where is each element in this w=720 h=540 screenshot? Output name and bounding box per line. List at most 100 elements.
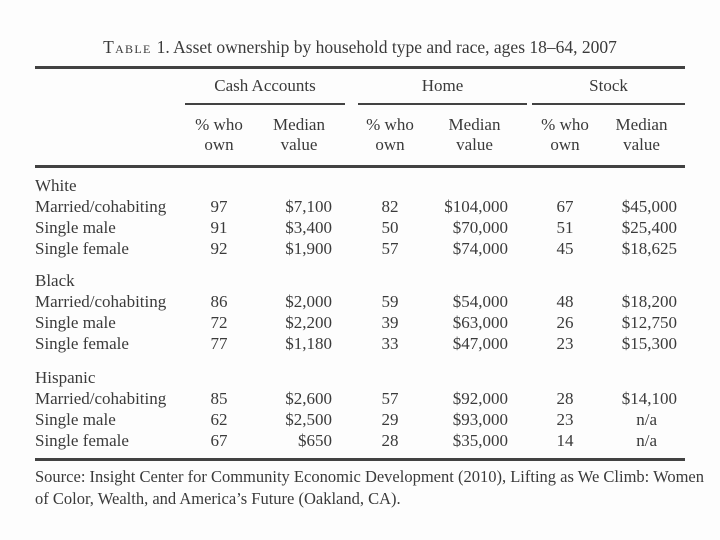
cell-cash-median: $2,200 (285, 313, 332, 332)
cell-cash-median: $2,000 (285, 292, 332, 311)
cell-stock-median: $25,400 (621, 218, 678, 237)
cell-stock-median: $14,100 (621, 389, 678, 408)
subheader-row: % who own Median value % who own Median … (35, 104, 686, 168)
subheader-cash-median: Median value (253, 104, 345, 168)
cell-home-pct: 50 (381, 218, 399, 237)
subheader-line: Median (273, 115, 325, 134)
subheader-line: value (280, 135, 318, 154)
cell-cash-pct: 85 (210, 389, 228, 408)
source-line-1: Source: Insight Center for Community Eco… (35, 467, 704, 486)
row-label: Single male (35, 218, 116, 237)
row-label: Married/cohabiting (35, 197, 167, 216)
subheader-line: value (456, 135, 493, 154)
data-row: Single male 62 $2,500 29 $93,000 23 n/a (35, 409, 685, 430)
source-line-2: of Color, Wealth, and America’s Future (… (35, 488, 401, 508)
subheader-line: value (623, 135, 660, 154)
asset-ownership-table: Cash Accounts Home Stock % who own Media… (35, 66, 686, 461)
cell-cash-median: $1,180 (285, 334, 332, 353)
race-label: Hispanic (35, 368, 96, 387)
spacer-cell (527, 104, 533, 168)
cell-home-median: $104,000 (444, 197, 509, 216)
cell-home-pct: 57 (381, 239, 399, 258)
subheader-line: % who (541, 115, 589, 134)
spacer-cell (345, 430, 358, 460)
cell-home-pct: 82 (381, 197, 399, 216)
cell-stock-pct: 14 (556, 431, 574, 450)
cell-home-median: $74,000 (452, 239, 509, 258)
subheader-line: % who (195, 115, 243, 134)
cell-stock-pct: 28 (556, 389, 574, 408)
cell-home-pct: 29 (381, 410, 399, 429)
cell-stock-pct: 51 (556, 218, 574, 237)
cell-stock-median: $45,000 (621, 197, 678, 216)
group-header-row: Cash Accounts Home Stock (35, 67, 686, 105)
cell-home-median: $35,000 (452, 431, 509, 450)
spacer-cell (345, 104, 358, 168)
subheader-line: % who (366, 115, 414, 134)
spacer-cell (345, 238, 358, 259)
data-row: Single female 77 $1,180 33 $47,000 23 $1… (35, 333, 685, 354)
cell-stock-pct: 26 (556, 313, 574, 332)
data-row: Single female 67 $650 28 $35,000 14 n/a (35, 430, 685, 460)
spacer-cell (345, 291, 358, 312)
cell-home-pct: 28 (381, 431, 399, 450)
row-label: Single male (35, 313, 116, 332)
subheader-home-median: Median value (422, 104, 528, 168)
cell-home-median: $54,000 (452, 292, 509, 311)
group-header-cash-accounts: Cash Accounts (185, 67, 345, 105)
cell-stock-pct: 23 (556, 410, 574, 429)
subheader-line: Median (615, 115, 668, 134)
spacer-cell (345, 409, 358, 430)
subheader-line: own (550, 135, 580, 154)
cell-home-median: $93,000 (452, 410, 509, 429)
row-label: Single female (35, 239, 129, 258)
data-row: Single female 92 $1,900 57 $74,000 45 $1… (35, 238, 685, 259)
spacer-cell (345, 68, 358, 105)
row-label: Married/cohabiting (35, 292, 167, 311)
race-label: Black (35, 271, 75, 290)
cell-stock-median: $18,200 (621, 292, 678, 311)
subheader-line: own (375, 135, 405, 154)
data-row: Married/cohabiting 85 $2,600 57 $92,000 … (35, 388, 685, 409)
spacer-cell (345, 388, 358, 409)
cell-cash-pct: 86 (210, 292, 228, 311)
cell-stock-median: $18,625 (621, 239, 678, 258)
table-title-word: Table (103, 37, 152, 57)
race-header-row-hispanic: Hispanic (35, 354, 685, 388)
group-header-home: Home (358, 67, 528, 105)
group-header-stock: Stock (532, 67, 686, 105)
cell-stock-median-na: n/a (636, 410, 658, 429)
data-row: Married/cohabiting 86 $2,000 59 $54,000 … (35, 291, 685, 312)
cell-cash-pct: 97 (210, 197, 228, 216)
cell-home-median: $63,000 (452, 313, 509, 332)
cell-home-pct: 33 (381, 334, 399, 353)
cell-cash-median: $2,600 (285, 389, 332, 408)
subheader-home-pct: % who own (358, 104, 422, 168)
cell-home-median: $92,000 (452, 389, 509, 408)
cell-stock-median: $12,750 (621, 313, 678, 332)
cell-stock-pct: 45 (556, 239, 574, 258)
cell-cash-median: $650 (298, 431, 332, 450)
subheader-stock-pct: % who own (532, 104, 599, 168)
cell-stock-median: $15,300 (621, 334, 678, 353)
cell-stock-pct: 48 (556, 292, 574, 311)
empty-corner-cell (35, 68, 185, 105)
cell-home-median: $47,000 (452, 334, 509, 353)
cell-home-pct: 59 (381, 292, 399, 311)
subheader-stock-median: Median value (598, 104, 686, 168)
cell-cash-pct: 62 (210, 410, 228, 429)
cell-cash-pct: 67 (210, 431, 228, 450)
cell-home-pct: 57 (381, 389, 399, 408)
data-row: Single male 72 $2,200 39 $63,000 26 $12,… (35, 312, 685, 333)
race-label: White (35, 176, 77, 195)
cell-home-median: $70,000 (452, 218, 509, 237)
data-row: Married/cohabiting 97 $7,100 82 $104,000… (35, 196, 685, 217)
subheader-cash-pct: % who own (185, 104, 253, 168)
data-row: Single male 91 $3,400 50 $70,000 51 $25,… (35, 217, 685, 238)
spacer-cell (345, 333, 358, 354)
source-note: Source: Insight Center for Community Eco… (35, 466, 705, 509)
subheader-line: own (204, 135, 234, 154)
table-title-text: 1. Asset ownership by household type and… (156, 37, 617, 57)
cell-cash-pct: 92 (210, 239, 228, 258)
